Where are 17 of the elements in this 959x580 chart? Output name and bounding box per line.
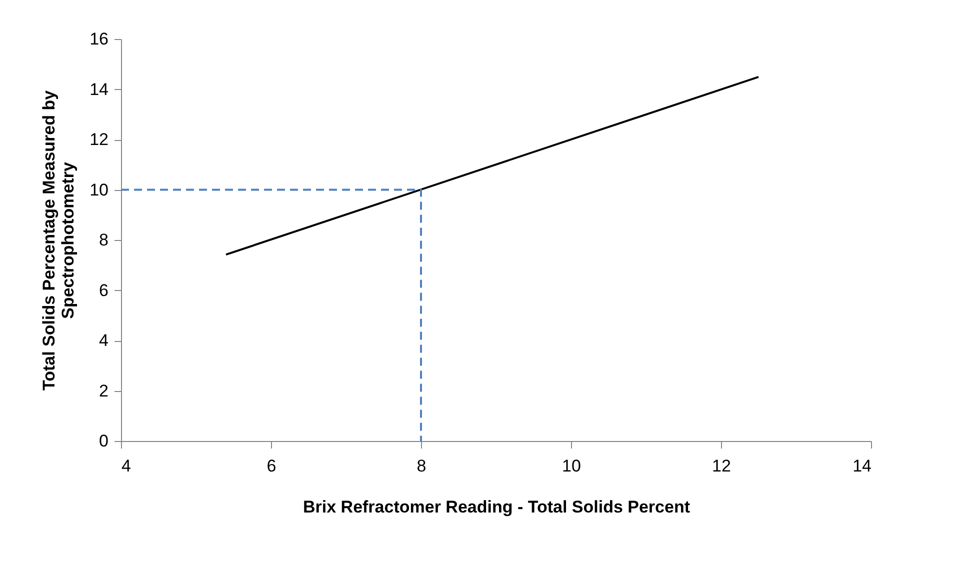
y-tick-label: 6: [99, 280, 108, 300]
y-tick-label: 12: [90, 130, 108, 149]
x-tick-label: 8: [416, 456, 426, 476]
y-tick-label: 10: [90, 180, 108, 200]
y-tick-label: 2: [99, 381, 108, 400]
x-tick-label: 12: [712, 456, 731, 476]
y-tick-label: 8: [99, 230, 108, 250]
x-tick-label: 14: [852, 456, 872, 476]
x-tick-label: 4: [122, 456, 131, 476]
x-tick-label: 6: [266, 456, 276, 476]
x-tick-label: 10: [562, 456, 581, 476]
y-tick-label: 4: [99, 331, 108, 350]
y-tick-label: 0: [99, 432, 108, 450]
y-axis-title: Total Solids Percentage Measured by Spectrophotometry: [40, 90, 78, 391]
x-axis-title: Brix Refractomer Reading - Total Solids Percent: [303, 498, 690, 516]
y-tick-label: 14: [90, 80, 108, 99]
y-tick-label: 16: [90, 30, 108, 48]
